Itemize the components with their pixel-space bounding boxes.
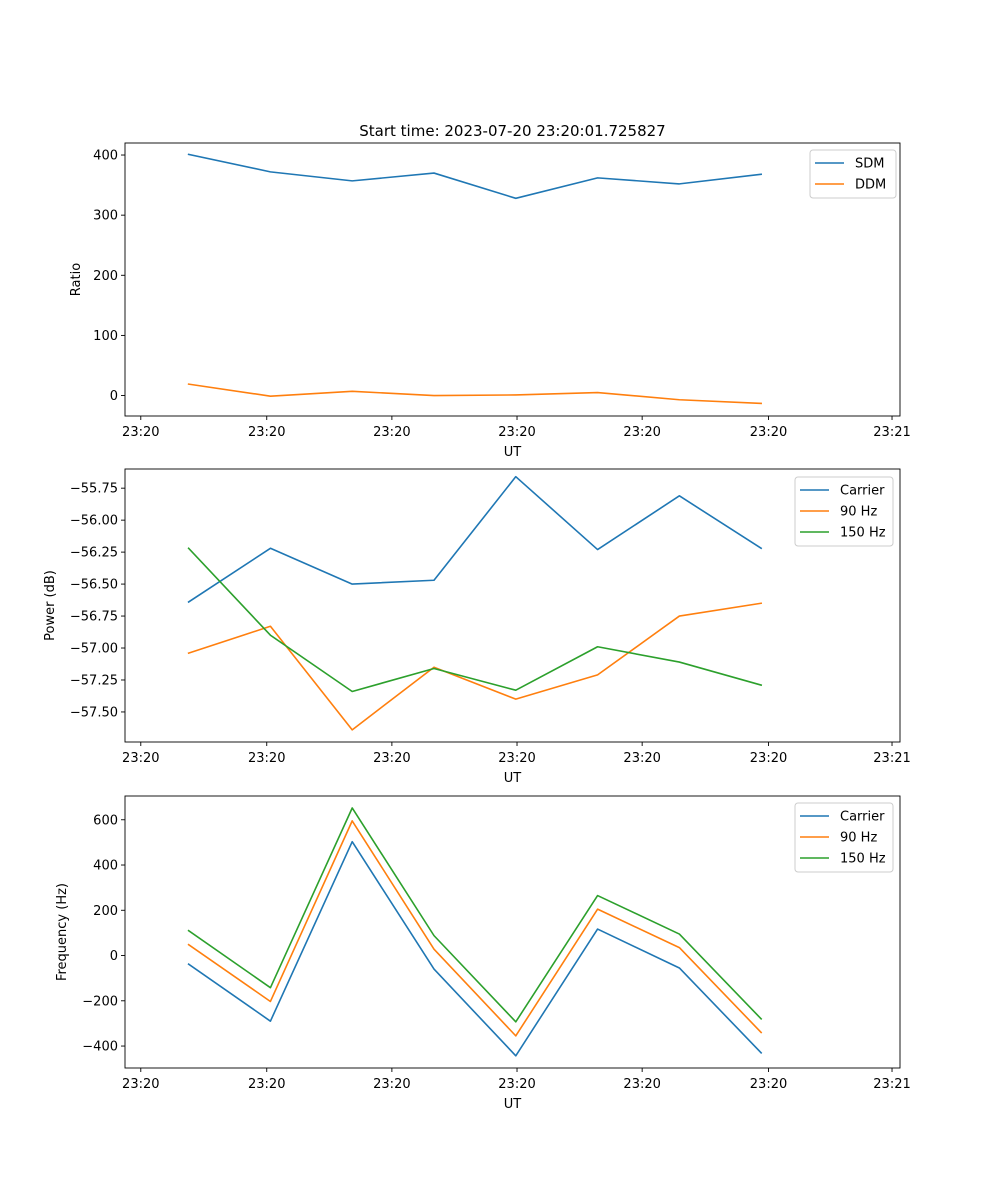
power-x-tick-label: 23:21 <box>873 751 910 766</box>
frequency-y-tick-label: −400 <box>82 1040 118 1055</box>
ratio-y-tick-label: 400 <box>93 149 118 164</box>
ratio-x-tick-label: 23:20 <box>623 425 660 440</box>
frequency-series-line-carrier <box>187 840 763 1057</box>
frequency-x-tick-label: 23:20 <box>623 1077 660 1092</box>
frequency-y-tick-label: 200 <box>93 904 118 919</box>
power-y-tick-label: −55.75 <box>70 482 118 497</box>
ratio-axes-frame <box>124 142 901 417</box>
power-y-tick-label: −56.50 <box>70 578 118 593</box>
ratio-panel: 23:20 23:20 23:20 23:20 23:20 23:20 23:21 0 100 2… <box>69 122 911 460</box>
power-x-tick-label: 23:20 <box>248 751 285 766</box>
power-y-tick-label: −57.50 <box>70 705 118 720</box>
power-x-tick-label: 23:20 <box>750 751 787 766</box>
frequency-x-axis-label: UT <box>504 1097 522 1112</box>
ratio-legend-entry: DDM <box>855 178 886 193</box>
ratio-series-line-sdm <box>187 153 763 200</box>
power-y-tick-label: −56.75 <box>70 610 118 625</box>
power-y-tick-label: −57.25 <box>70 673 118 688</box>
ratio-y-tick-label: 300 <box>93 209 118 224</box>
power-legend-entry: 90 Hz <box>840 505 877 520</box>
ratio-y-axis-label: Ratio <box>69 263 84 296</box>
frequency-y-tick-label: 0 <box>110 949 118 964</box>
ratio-x-tick-label: 23:21 <box>873 425 910 440</box>
power-x-tick-label: 23:20 <box>498 751 535 766</box>
ratio-x-tick-label: 23:20 <box>248 425 285 440</box>
power-y-tick-label: −56.25 <box>70 546 118 561</box>
ratio-legend-entry: SDM <box>855 157 884 172</box>
frequency-x-tick-label: 23:20 <box>248 1077 285 1092</box>
power-legend-box <box>794 476 894 547</box>
ratio-x-tick-label: 23:20 <box>373 425 410 440</box>
ratio-x-tick-label: 23:20 <box>750 425 787 440</box>
power-series-line-carrier <box>187 475 763 604</box>
power-legend-entry: 150 Hz <box>840 526 886 541</box>
ratio-y-tick-label: 100 <box>93 329 118 344</box>
frequency-legend-entry: 150 Hz <box>840 852 886 867</box>
frequency-panel: 23:20 23:20 23:20 23:20 23:20 23:20 23:21 −400 −… <box>55 795 911 1112</box>
power-legend-entry: Carrier <box>840 484 885 499</box>
ratio-y-tick-label: 200 <box>93 269 118 284</box>
power-y-axis-label: Power (dB) <box>43 570 58 641</box>
frequency-y-tick-label: −200 <box>82 994 118 1009</box>
frequency-legend-entry: Carrier <box>840 810 885 825</box>
power-panel: 23:20 23:20 23:20 23:20 23:20 23:20 23:21 −57.5… <box>43 468 911 786</box>
frequency-x-tick-label: 23:20 <box>122 1077 159 1092</box>
frequency-y-axis-label: Frequency (Hz) <box>55 883 70 981</box>
ratio-x-tick-label: 23:20 <box>122 425 159 440</box>
chart-title: Start time: 2023-07-20 23:20:01.725827 <box>359 122 665 140</box>
frequency-y-tick-label: 600 <box>93 813 118 828</box>
ratio-x-axis-label: UT <box>504 445 522 460</box>
frequency-axes-frame <box>124 795 901 1069</box>
ratio-series-line-ddm <box>187 383 762 405</box>
power-x-axis-label: UT <box>504 771 522 786</box>
frequency-x-tick-label: 23:21 <box>873 1077 910 1092</box>
ratio-legend: SDM DDM <box>809 149 897 199</box>
ratio-x-tick-label: 23:20 <box>498 425 535 440</box>
frequency-y-tick-label: 400 <box>93 859 118 874</box>
frequency-legend-entry: 90 Hz <box>840 831 877 846</box>
frequency-legend-box <box>794 802 894 873</box>
power-series-line-150-hz <box>187 547 763 693</box>
power-x-tick-label: 23:20 <box>122 751 159 766</box>
power-x-tick-label: 23:20 <box>373 751 410 766</box>
power-x-tick-label: 23:20 <box>623 751 660 766</box>
frequency-x-tick-label: 23:20 <box>498 1077 535 1092</box>
power-legend: Carrier 90 Hz 150 Hz <box>794 476 894 547</box>
frequency-x-tick-label: 23:20 <box>373 1077 410 1092</box>
frequency-series-line-150-hz <box>187 807 763 1023</box>
power-y-tick-label: −57.00 <box>70 642 118 657</box>
power-y-tick-label: −56.00 <box>70 514 118 529</box>
ratio-y-tick-label: 0 <box>110 389 118 404</box>
ratio-legend-box <box>809 149 897 199</box>
frequency-x-tick-label: 23:20 <box>750 1077 787 1092</box>
power-series-line-90-hz <box>187 602 763 731</box>
power-axes-frame <box>124 468 901 743</box>
frequency-legend: Carrier 90 Hz 150 Hz <box>794 802 894 873</box>
frequency-series-line-90-hz <box>187 820 763 1037</box>
